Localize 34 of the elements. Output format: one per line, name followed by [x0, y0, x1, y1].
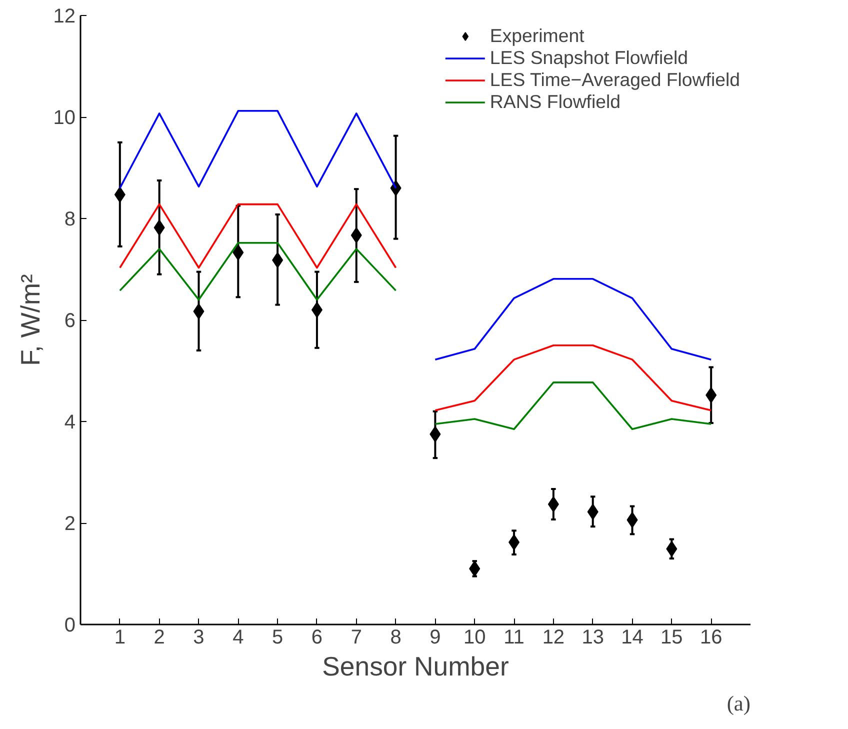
x-tick-label: 16	[700, 626, 722, 648]
legend-label: Experiment	[490, 25, 584, 47]
y-tick-label: 4	[64, 412, 76, 434]
x-tick-label: 5	[272, 626, 284, 648]
x-axis-title: Sensor Number	[322, 652, 509, 682]
line-series	[434, 344, 712, 412]
y-tick-label: 10	[53, 107, 76, 129]
x-tick-label: 13	[582, 626, 604, 648]
legend-label: LES Snapshot Flowfield	[490, 47, 688, 69]
x-tick-label: 10	[463, 626, 486, 648]
line-series	[119, 242, 397, 301]
y-tick-label: 6	[64, 310, 76, 332]
x-tick-label: 12	[542, 626, 565, 648]
legend-label: LES Time−Averaged Flowfield	[490, 69, 740, 91]
x-tick-label: 6	[311, 626, 323, 648]
x-tick-label: 2	[154, 626, 165, 648]
line-series	[434, 278, 712, 360]
y-tick-label: 12	[53, 6, 76, 28]
y-tick-label: 8	[64, 208, 76, 230]
x-tick-label: 4	[232, 626, 244, 648]
y-tick-label: 2	[64, 513, 76, 535]
x-tick-label: 7	[350, 626, 362, 648]
line-series	[434, 382, 712, 430]
x-tick-label: 14	[621, 626, 644, 648]
legend-label: RANS Flowfield	[490, 91, 621, 113]
x-tick-label: 8	[390, 626, 402, 648]
x-tick-label: 11	[504, 626, 524, 648]
x-tick-label: 15	[660, 626, 683, 648]
x-tick-label: 1	[114, 626, 126, 648]
y-axis-title: F, W/m²	[15, 274, 46, 366]
x-tick-label: 3	[193, 626, 204, 648]
y-tick-label: 0	[64, 614, 76, 636]
text: (a)	[726, 692, 750, 716]
x-tick-label: 9	[430, 626, 441, 648]
